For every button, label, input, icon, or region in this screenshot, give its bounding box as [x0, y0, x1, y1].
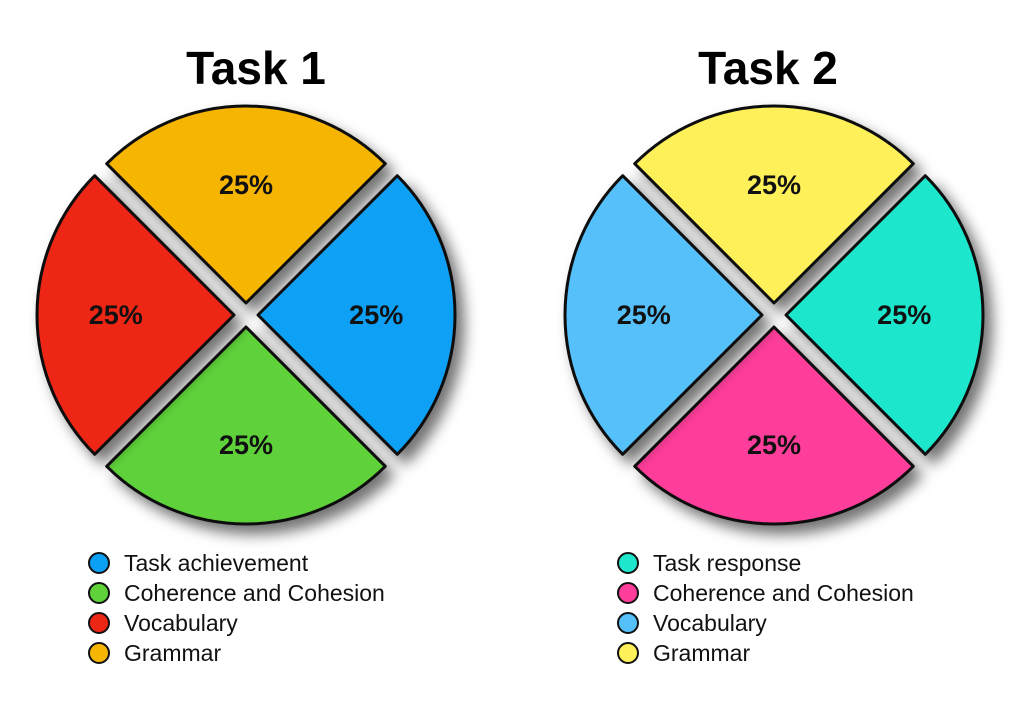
task-2-legend-item-task-response: Task response — [617, 548, 914, 578]
legend-swatch — [88, 642, 110, 664]
task-1-legend: Task achievement Coherence and Cohesion Vo… — [88, 548, 385, 668]
task-1-legend-item-coherence-and-cohesion: Coherence and Cohesion — [88, 578, 385, 608]
task-2-chart: 25% 25% 25% 25% Task 2 Task response Coheren… — [512, 0, 1024, 701]
task-1-slice-label-coherence-and-cohesion: 25% — [219, 430, 273, 460]
task-1-legend-item-task-achievement: Task achievement — [88, 548, 385, 578]
task-1-slice-vocabulary — [35, 174, 236, 456]
task-2-slice-grammar — [633, 104, 915, 305]
task-2-pie: 25% 25% 25% 25% — [563, 104, 985, 526]
task-1-slice-grammar — [105, 104, 387, 305]
legend-label: Vocabulary — [653, 609, 767, 636]
task-2-legend-item-coherence-and-cohesion: Coherence and Cohesion — [617, 578, 914, 608]
task-2-slice-label-grammar: 25% — [747, 170, 801, 200]
task-2-slice-task-response — [784, 174, 985, 456]
task-2-legend-item-vocabulary: Vocabulary — [617, 608, 914, 638]
legend-swatch — [617, 582, 639, 604]
task-2-legend-item-grammar: Grammar — [617, 638, 914, 668]
task-1-legend-item-vocabulary: Vocabulary — [88, 608, 385, 638]
task-2-slice-coherence-and-cohesion — [633, 325, 915, 526]
task-1-slice-label-task-achievement: 25% — [349, 300, 403, 330]
legend-label: Task response — [653, 549, 802, 576]
task-1-pie: 25% 25% 25% 25% — [35, 104, 457, 526]
legend-swatch — [88, 582, 110, 604]
task-2-slice-vocabulary — [563, 174, 764, 456]
legend-label: Grammar — [653, 639, 751, 666]
legend-label: Vocabulary — [124, 609, 238, 636]
legend-swatch — [88, 552, 110, 574]
task-1-title: Task 1 — [186, 42, 326, 94]
task-1-slice-coherence-and-cohesion — [105, 325, 387, 526]
legend-swatch — [617, 642, 639, 664]
legend-label: Coherence and Cohesion — [124, 579, 385, 606]
legend-label: Grammar — [124, 639, 222, 666]
task-1-chart: 25% 25% 25% 25% Task 1 Task achievement Cohe… — [35, 42, 457, 668]
legend-label: Coherence and Cohesion — [653, 579, 914, 606]
task-1-slice-label-vocabulary: 25% — [89, 300, 143, 330]
task-2-slice-label-coherence-and-cohesion: 25% — [747, 430, 801, 460]
legend-swatch — [617, 612, 639, 634]
legend-swatch — [88, 612, 110, 634]
task-2-slice-label-task-response: 25% — [877, 300, 931, 330]
task-2-slice-label-vocabulary: 25% — [617, 300, 671, 330]
task-1-slice-label-grammar: 25% — [219, 170, 273, 200]
legend-label: Task achievement — [124, 549, 309, 576]
task-1-legend-item-grammar: Grammar — [88, 638, 385, 668]
task-2-title: Task 2 — [698, 42, 838, 94]
task-1-slice-task-achievement — [256, 174, 457, 456]
task-2-legend: Task response Coherence and Cohesion Vocab… — [617, 548, 914, 668]
legend-swatch — [617, 552, 639, 574]
